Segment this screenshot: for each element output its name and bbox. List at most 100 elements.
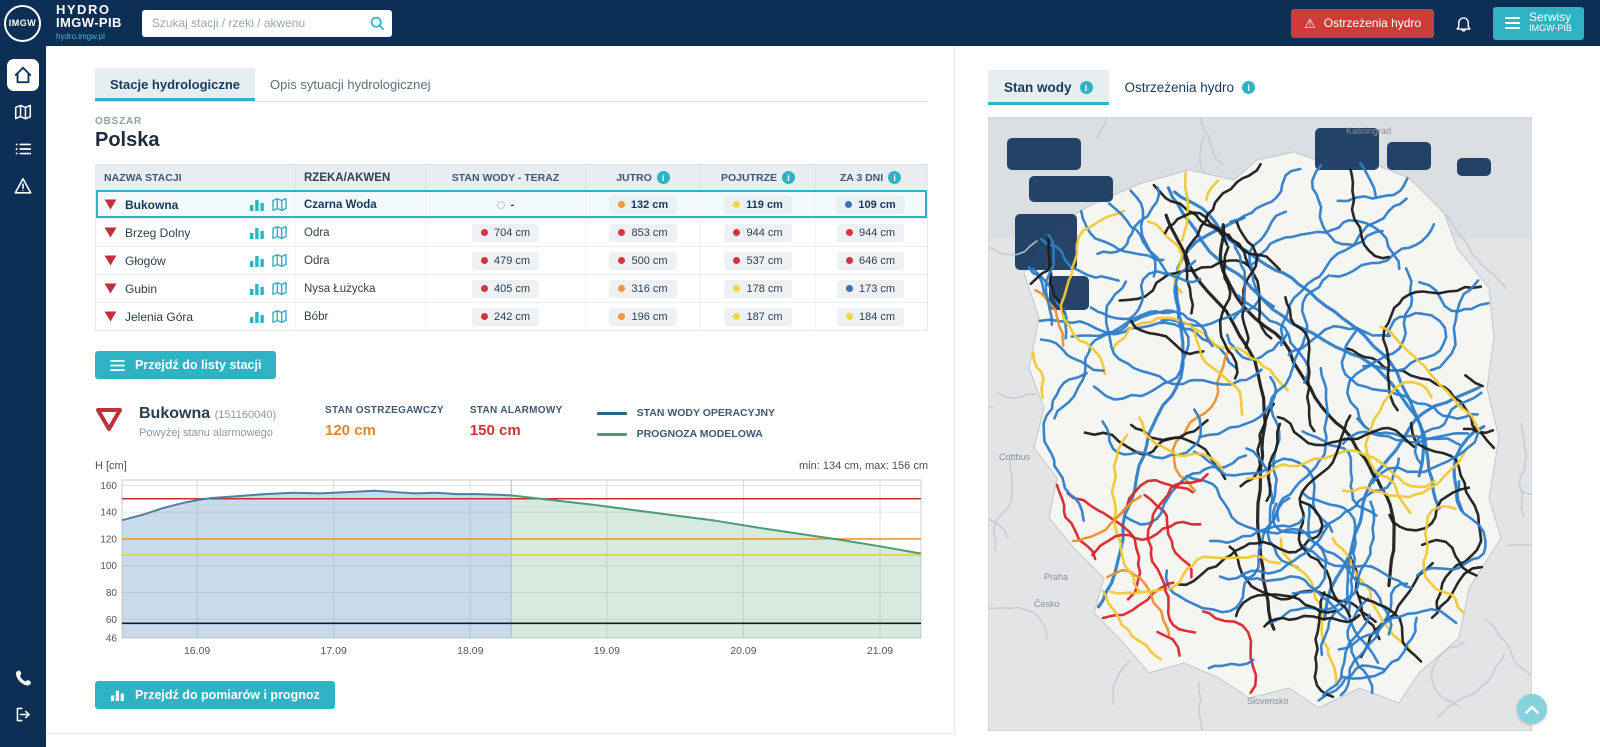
sidebar-item-warnings[interactable] (7, 170, 39, 202)
info-icon[interactable]: i (1079, 81, 1093, 94)
table-row[interactable]: Głogów Odra 479 cm 500 cm 537 cm 646 cm (96, 246, 927, 274)
station-map-icon[interactable] (272, 281, 288, 296)
station-name-text: Głogów (125, 253, 166, 268)
go-to-stations-list-button[interactable]: Przejdź do listy stacji (95, 351, 277, 379)
water-level-text: 704 cm (493, 226, 531, 239)
table-row[interactable]: Jelenia Góra Bóbr 242 cm 196 cm 187 cm 184 cm (96, 302, 927, 330)
station-name-cell: Gubin (96, 275, 295, 302)
column-header[interactable]: POJUTRZE i (700, 165, 815, 190)
status-dot (618, 257, 626, 264)
water-level-cell: 184 cm (815, 303, 925, 330)
water-level-value: 109 cm (836, 195, 905, 214)
stations-table: NAZWA STACJI RZEKA/AKWEN STAN WODY - TERAZ… (95, 164, 928, 331)
station-name-text: Bukowna (125, 197, 179, 212)
table-row[interactable]: Gubin Nysa Łużycka 405 cm 316 cm 178 cm 173 c… (96, 274, 927, 302)
water-level-value: 187 cm (724, 307, 792, 326)
search-icon[interactable] (370, 16, 385, 31)
station-map-icon[interactable] (272, 309, 288, 324)
sidebar-item-logout[interactable] (7, 698, 39, 730)
tab-stations[interactable]: Stacje hydrologiczne (95, 68, 256, 101)
home-icon (14, 66, 32, 84)
info-icon[interactable]: i (656, 171, 670, 184)
column-header[interactable]: STAN WODY - TERAZ (425, 165, 585, 190)
sidebar-item-stations-list[interactable] (7, 133, 39, 165)
station-chart-icon[interactable] (249, 197, 265, 212)
water-level-text: 132 cm (630, 198, 669, 211)
water-level-text: 537 cm (746, 254, 783, 267)
sidebar-item-map[interactable] (7, 96, 39, 128)
app-subtitle: hydro.imgw.pl (56, 32, 105, 41)
map-container[interactable]: Kaliningrad Cottbus Praha Česko Slovensko (988, 117, 1532, 731)
area-label: OBSZAR (95, 116, 143, 127)
water-level-text: 646 cm (858, 254, 896, 267)
go-to-measurements-button[interactable]: Przejdź do pomiarów i prognoz (95, 681, 335, 709)
status-dot (845, 313, 853, 320)
go-to-measurements-label: Przejdź do pomiarów i prognoz (135, 688, 320, 702)
svg-text:Praha: Praha (1044, 572, 1068, 582)
status-dot (845, 201, 853, 208)
poland-map[interactable]: Kaliningrad Cottbus Praha Česko Slovensko (989, 118, 1532, 731)
station-map-icon[interactable] (272, 225, 288, 240)
water-level-value: 178 cm (724, 279, 792, 298)
station-code: (151160040) (214, 409, 277, 421)
table-row[interactable]: Brzeg Dolny Odra 704 cm 853 cm 944 cm 944 cm (96, 218, 927, 246)
info-icon[interactable]: i (888, 171, 902, 184)
water-level-text: - (510, 198, 515, 211)
water-level-value: 132 cm (608, 195, 678, 214)
notifications-bell-icon[interactable] (1454, 14, 1473, 33)
water-level-value: 242 cm (471, 307, 540, 326)
station-chart-icon[interactable] (249, 253, 265, 268)
column-header[interactable]: NAZWA STACJI (96, 165, 295, 190)
station-status: Powyżej stanu alarmowego (139, 427, 273, 439)
warning-level-block: STAN OSTRZEGAWCZY 120 cm (325, 405, 444, 439)
legend-item-label: STAN WODY OPERACYJNY (636, 407, 776, 419)
water-level-value: 853 cm (609, 223, 677, 242)
svg-text:17.09: 17.09 (321, 645, 347, 657)
column-header[interactable]: RZEKA/AKWEN (295, 165, 425, 190)
sidebar-item-home[interactable] (7, 59, 39, 91)
area-value: Polska (95, 129, 160, 151)
table-row[interactable]: Bukowna Czarna Woda - 132 cm 119 cm 109 cm (96, 190, 927, 218)
svg-text:21.09: 21.09 (867, 645, 893, 657)
map-tab-water-level[interactable]: Stan wody i (988, 70, 1109, 105)
app-title-line2: IMGW-PIB (56, 15, 122, 30)
station-chart-icon[interactable] (249, 225, 265, 240)
info-icon[interactable]: i (1242, 81, 1256, 94)
svg-text:Kaliningrad: Kaliningrad (1346, 126, 1391, 136)
main-content: Stacje hydrologiczne Opis sytuacji hydrol… (46, 46, 1600, 747)
status-dot (480, 257, 488, 264)
imgw-logo[interactable]: IMGW (4, 4, 41, 42)
bar-chart-icon (110, 690, 124, 702)
column-header[interactable]: JUTRO i (585, 165, 700, 190)
imgw-logo-text: IMGW (8, 18, 37, 28)
map-icon (14, 104, 32, 120)
column-header[interactable]: ZA 3 DNI i (815, 165, 925, 190)
station-map-icon[interactable] (272, 253, 288, 268)
map-tab-hydro-warnings[interactable]: Ostrzeżenia hydro i (1109, 70, 1272, 105)
station-chart-icon[interactable] (249, 309, 265, 324)
water-level-value: - (488, 196, 524, 214)
stations-table-header: NAZWA STACJI RZEKA/AKWEN STAN WODY - TERAZ… (96, 165, 927, 190)
station-chart-icon[interactable] (249, 281, 265, 296)
info-icon[interactable]: i (782, 171, 795, 184)
scroll-top-button[interactable] (1517, 694, 1547, 724)
station-row-icons (249, 197, 288, 212)
tab-hydro-situation[interactable]: Opis sytuacji hydrologicznej (270, 77, 431, 92)
station-row-icons (249, 225, 288, 240)
chart-header: H [cm] min: 134 cm, max: 156 cm (95, 460, 928, 472)
water-level-value: 479 cm (471, 251, 540, 270)
water-level-text: 405 cm (493, 282, 531, 295)
station-map-icon[interactable] (272, 197, 288, 212)
search-input[interactable] (141, 9, 392, 37)
status-dot (733, 257, 741, 264)
water-level-value: 944 cm (724, 223, 792, 242)
sidebar-item-contact[interactable] (7, 661, 39, 693)
services-label-line1: Serwisy (1529, 10, 1572, 24)
warning-level-value: 120 cm (325, 422, 376, 439)
status-dot (618, 313, 626, 320)
services-button[interactable]: Serwisy IMGW-PIB (1493, 6, 1584, 40)
svg-text:19.09: 19.09 (594, 645, 620, 657)
water-level-value: 316 cm (609, 279, 677, 298)
phone-icon (15, 670, 31, 685)
hydro-warnings-button[interactable]: ⚠ Ostrzeżenia hydro (1291, 8, 1435, 38)
